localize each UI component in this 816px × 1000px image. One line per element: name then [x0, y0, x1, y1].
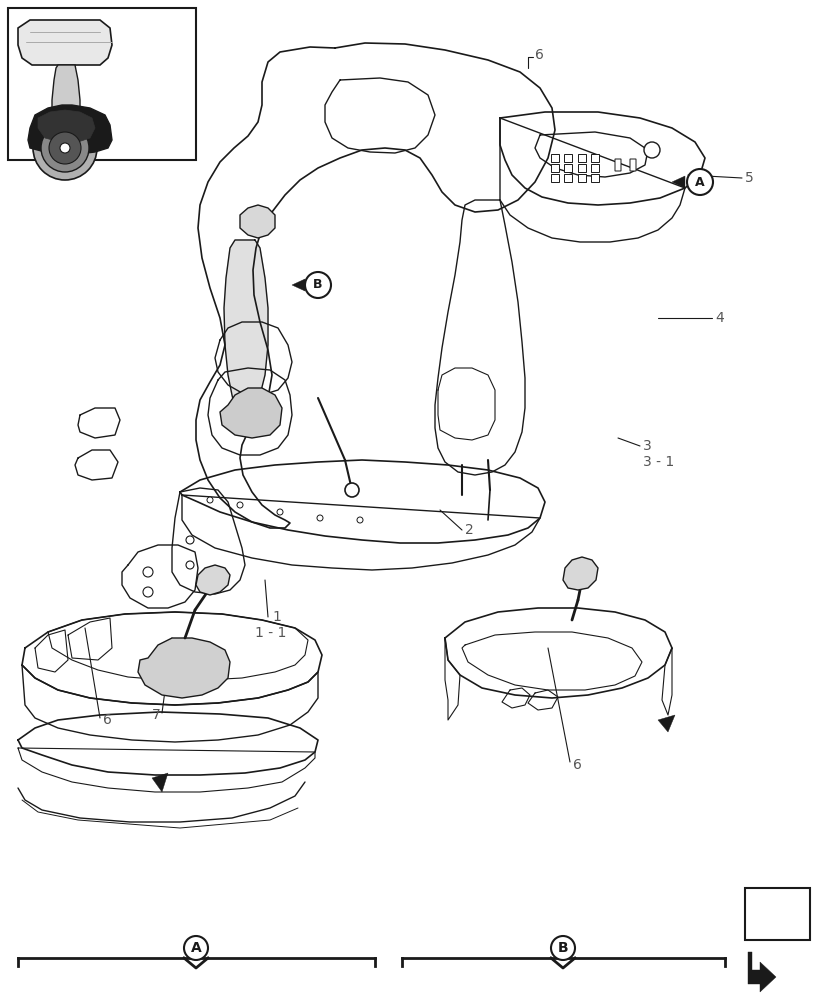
FancyBboxPatch shape — [551, 174, 559, 182]
Circle shape — [551, 936, 575, 960]
FancyBboxPatch shape — [578, 164, 586, 172]
Polygon shape — [292, 279, 305, 291]
Circle shape — [49, 132, 81, 164]
Circle shape — [277, 509, 283, 515]
Polygon shape — [240, 205, 275, 238]
Circle shape — [237, 502, 243, 508]
Polygon shape — [138, 638, 230, 698]
Circle shape — [33, 116, 97, 180]
Circle shape — [305, 272, 331, 298]
Polygon shape — [152, 773, 168, 792]
Polygon shape — [52, 65, 80, 118]
Polygon shape — [658, 715, 675, 732]
Circle shape — [317, 515, 323, 521]
Text: 1 - 1: 1 - 1 — [255, 626, 286, 640]
Text: 3 - 1: 3 - 1 — [643, 455, 674, 469]
Text: A: A — [191, 941, 202, 955]
Circle shape — [184, 936, 208, 960]
Polygon shape — [672, 176, 685, 188]
Text: 6: 6 — [573, 758, 582, 772]
Circle shape — [345, 483, 359, 497]
Text: 6: 6 — [103, 713, 112, 727]
FancyBboxPatch shape — [564, 174, 572, 182]
Text: 7: 7 — [152, 708, 161, 722]
FancyBboxPatch shape — [591, 174, 599, 182]
Polygon shape — [748, 952, 776, 992]
Text: A: A — [695, 176, 705, 188]
Circle shape — [357, 517, 363, 523]
Polygon shape — [220, 388, 282, 438]
FancyBboxPatch shape — [564, 164, 572, 172]
Circle shape — [143, 567, 153, 577]
Circle shape — [143, 587, 153, 597]
Polygon shape — [38, 110, 95, 142]
Polygon shape — [224, 240, 268, 418]
Text: 3: 3 — [643, 439, 652, 453]
Circle shape — [60, 143, 70, 153]
Circle shape — [687, 169, 713, 195]
FancyBboxPatch shape — [8, 8, 196, 160]
FancyBboxPatch shape — [615, 159, 621, 171]
Circle shape — [41, 124, 89, 172]
Text: 4: 4 — [715, 311, 724, 325]
Polygon shape — [18, 20, 112, 65]
FancyBboxPatch shape — [591, 164, 599, 172]
Circle shape — [186, 561, 194, 569]
Text: B: B — [313, 278, 323, 292]
FancyBboxPatch shape — [551, 164, 559, 172]
Circle shape — [207, 497, 213, 503]
Circle shape — [644, 142, 660, 158]
Text: 1: 1 — [272, 610, 281, 624]
Text: B: B — [557, 941, 568, 955]
FancyBboxPatch shape — [591, 154, 599, 162]
Polygon shape — [28, 105, 112, 155]
Text: 6: 6 — [535, 48, 544, 62]
FancyBboxPatch shape — [578, 154, 586, 162]
FancyBboxPatch shape — [551, 154, 559, 162]
Text: 2: 2 — [465, 523, 474, 537]
Polygon shape — [196, 565, 230, 595]
FancyBboxPatch shape — [630, 159, 636, 171]
Circle shape — [186, 536, 194, 544]
Polygon shape — [563, 557, 598, 590]
Text: 5: 5 — [745, 171, 754, 185]
FancyBboxPatch shape — [745, 888, 810, 940]
FancyBboxPatch shape — [564, 154, 572, 162]
FancyBboxPatch shape — [578, 174, 586, 182]
